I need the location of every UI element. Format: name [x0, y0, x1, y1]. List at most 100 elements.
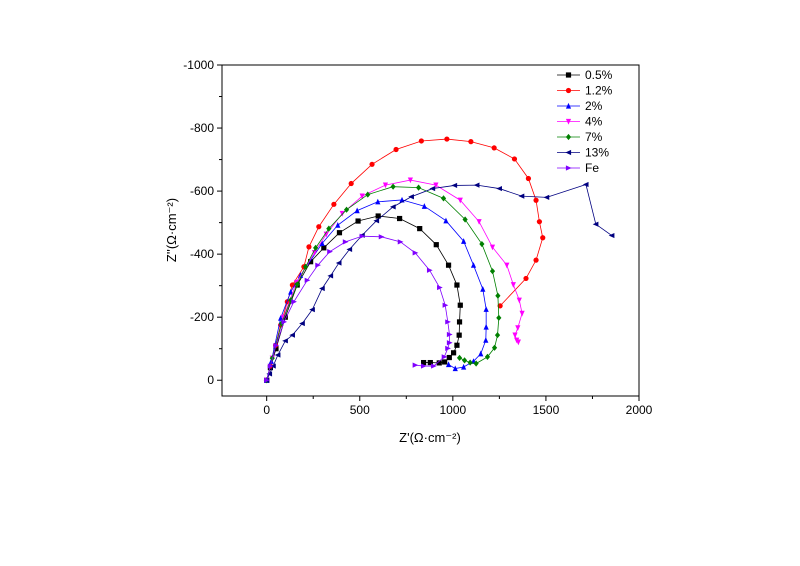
- data-point-diamond: [489, 268, 496, 275]
- data-point-triangle-up: [354, 207, 360, 214]
- legend-entry: 13%: [557, 146, 609, 160]
- data-point-circle: [511, 156, 518, 162]
- data-point-square: [446, 354, 452, 361]
- series-line: [266, 235, 450, 381]
- data-point-triangle-right: [412, 250, 419, 256]
- data-point-triangle-down: [489, 244, 496, 251]
- data-point-triangle-right: [446, 340, 453, 346]
- y-tick-label: -600: [190, 184, 214, 198]
- data-point-triangle-up: [288, 288, 294, 295]
- data-point-circle: [306, 244, 312, 250]
- data-point-diamond: [456, 354, 463, 361]
- data-point-circle: [533, 257, 539, 263]
- data-point-circle: [289, 282, 295, 288]
- data-point-triangle-up: [470, 262, 477, 268]
- y-tick-label: -200: [190, 310, 214, 324]
- legend-label: 7%: [585, 130, 603, 144]
- legend-entry: 2%: [557, 99, 603, 113]
- y-tick-label: -1000: [183, 58, 214, 72]
- data-point-triangle-up: [443, 217, 449, 224]
- data-point-circle: [348, 180, 354, 187]
- data-point-diamond: [302, 263, 309, 270]
- data-point-triangle-up: [478, 350, 484, 357]
- data-point-square: [282, 314, 288, 320]
- data-point-triangle-left: [319, 285, 325, 292]
- data-point-triangle-up: [445, 361, 452, 368]
- data-point-triangle-up: [421, 203, 427, 209]
- data-point-diamond: [565, 133, 572, 141]
- series-line: [266, 183, 613, 381]
- data-point-diamond: [390, 183, 396, 190]
- legend-label: 13%: [585, 146, 609, 160]
- y-axis-label: Z''(Ω·cm⁻²): [164, 198, 179, 262]
- data-point-square: [273, 346, 279, 352]
- data-point-circle: [393, 146, 399, 153]
- data-point-triangle-left: [451, 182, 458, 189]
- data-point-triangle-up: [452, 365, 458, 372]
- data-point-triangle-up: [319, 240, 325, 247]
- data-point-triangle-left: [274, 352, 281, 358]
- data-point-diamond: [365, 191, 371, 198]
- data-point-triangle-right: [397, 239, 404, 245]
- series-13: [263, 181, 615, 383]
- y-tick-label: -400: [190, 247, 214, 261]
- data-point-circle: [316, 224, 322, 230]
- data-point-triangle-right: [441, 354, 448, 360]
- data-point-triangle-up: [565, 102, 572, 109]
- legend-entry: Fe: [557, 161, 599, 175]
- data-point-triangle-left: [282, 338, 288, 344]
- data-point-triangle-left: [518, 193, 525, 199]
- series-05: [264, 213, 463, 383]
- data-point-square: [442, 359, 448, 365]
- data-point-triangle-down: [512, 332, 518, 339]
- data-point-triangle-right: [281, 319, 288, 325]
- data-point-triangle-left: [299, 320, 305, 327]
- data-point-triangle-right: [273, 342, 280, 349]
- data-point-square: [321, 245, 327, 251]
- data-point-triangle-right: [445, 319, 451, 325]
- data-point-triangle-down: [504, 262, 510, 269]
- data-point-circle: [525, 175, 532, 182]
- data-point-triangle-right: [315, 262, 321, 268]
- data-point-triangle-left: [335, 260, 342, 266]
- data-point-square: [355, 218, 361, 224]
- data-point-circle: [369, 161, 375, 167]
- data-point-triangle-right: [327, 249, 333, 255]
- data-point-square: [454, 342, 460, 348]
- data-point-triangle-down: [311, 249, 318, 256]
- data-point-square: [421, 359, 427, 366]
- x-axis-label: Z'(Ω·cm⁻²): [399, 430, 461, 445]
- x-tick-label: 1000: [439, 403, 466, 417]
- data-point-diamond: [313, 244, 319, 251]
- data-point-triangle-right: [267, 363, 274, 369]
- data-point-triangle-left: [408, 194, 414, 200]
- data-point-diamond: [440, 195, 447, 202]
- legend-label: 2%: [585, 99, 603, 113]
- data-point-circle: [523, 275, 529, 282]
- data-point-triangle-down: [519, 310, 525, 317]
- data-point-diamond: [491, 344, 498, 351]
- data-point-diamond: [484, 353, 491, 361]
- data-point-triangle-right: [442, 302, 449, 308]
- data-point-diamond: [461, 357, 468, 364]
- legend-entry: 4%: [557, 115, 603, 129]
- data-point-triangle-right: [445, 345, 451, 351]
- data-point-triangle-right: [421, 363, 427, 369]
- series-Fe: [264, 233, 453, 383]
- legend-label: Fe: [585, 161, 599, 175]
- data-point-triangle-right: [565, 165, 572, 171]
- data-point-triangle-up: [483, 306, 489, 312]
- legend-label: 1.2%: [585, 84, 613, 98]
- data-point-triangle-left: [346, 246, 353, 253]
- data-point-triangle-left: [289, 332, 295, 338]
- data-point-triangle-left: [373, 218, 380, 224]
- x-tick-label: 0: [263, 403, 270, 417]
- x-tick-label: 2000: [626, 403, 653, 417]
- y-tick-label: 0: [207, 373, 214, 387]
- data-point-triangle-right: [291, 299, 297, 305]
- data-point-triangle-up: [278, 315, 284, 321]
- data-point-square: [396, 215, 403, 222]
- data-point-square: [450, 350, 457, 356]
- data-point-triangle-up: [375, 198, 381, 205]
